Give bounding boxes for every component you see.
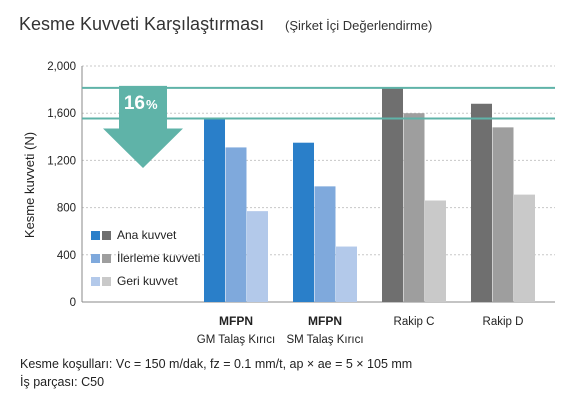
bar-geri-cat0 — [247, 211, 268, 302]
bar-ana-cat3 — [471, 103, 492, 302]
legend-swatch-geri-mfpn — [91, 277, 100, 286]
category-label-rakip-d: Rakip D — [483, 316, 524, 328]
y-tick-label: 400 — [57, 250, 76, 262]
category-label-mfpn-gm-line2: GM Talaş Kırıcı — [197, 334, 275, 346]
legend-swatch-ilerleme-rival — [102, 254, 111, 263]
legend-label-geri: Geri kuvvet — [117, 274, 178, 288]
y-tick-label: 2,000 — [47, 61, 76, 73]
y-tick-label: 800 — [57, 203, 76, 215]
legend-swatch-ana-rival — [102, 231, 111, 240]
y-tick-label: 0 — [70, 297, 76, 309]
category-label-rakip-c: Rakip C — [394, 316, 435, 328]
legend-label-ana: Ana kuvvet — [117, 228, 177, 242]
bar-ana-cat1 — [293, 142, 314, 302]
reduction-unit: % — [146, 97, 158, 112]
category-label-mfpn-sm-line2: SM Talaş Kırıcı — [286, 334, 363, 346]
bars — [204, 88, 535, 302]
legend-label-ilerleme: İlerleme kuvveti — [117, 251, 200, 265]
bar-geri-cat1 — [336, 246, 357, 302]
reference-lines — [82, 86, 555, 120]
y-tick-label: 1,200 — [47, 155, 76, 167]
bar-ilerleme-cat0 — [225, 147, 247, 302]
legend-swatch-ilerleme-mfpn — [91, 254, 100, 263]
bar-geri-cat3 — [514, 194, 535, 302]
chart-title: Kesme Kuvveti Karşılaştırması — [19, 14, 264, 34]
bar-ana-cat2 — [382, 88, 403, 302]
category-label-mfpn-gm-line1: MFPN — [219, 314, 253, 328]
cutting-conditions-note: Kesme koşulları: Vc = 150 m/dak, fz = 0.… — [20, 357, 413, 371]
workpiece-note: İş parçası: C50 — [20, 375, 105, 389]
bar-ilerleme-cat3 — [492, 127, 514, 302]
category-label-mfpn-sm-line1: MFPN — [308, 314, 342, 328]
bar-geri-cat2 — [425, 200, 446, 302]
legend: Ana kuvvet İlerleme kuvveti Geri kuvvet — [91, 228, 200, 288]
bar-ilerleme-cat2 — [403, 113, 425, 302]
y-tick-label: 1,600 — [47, 108, 76, 120]
y-tick-labels: 0 400 800 1,200 1,600 2,000 — [47, 61, 76, 309]
bar-ana-cat0 — [204, 119, 225, 302]
reduction-arrow-icon — [103, 85, 183, 168]
reduction-value: 16 — [124, 93, 145, 114]
y-axis-label: Kesme kuvveti (N) — [22, 132, 37, 238]
legend-swatch-geri-rival — [102, 277, 111, 286]
category-labels: MFPN GM Talaş Kırıcı MFPN SM Talaş Kırıc… — [197, 314, 524, 346]
chart-subtitle: (Şirket İçi Değerlendirme) — [285, 18, 432, 33]
reduction-badge: 16 % — [103, 85, 183, 168]
bar-ilerleme-cat1 — [314, 186, 336, 302]
legend-swatch-ana-mfpn — [91, 231, 100, 240]
